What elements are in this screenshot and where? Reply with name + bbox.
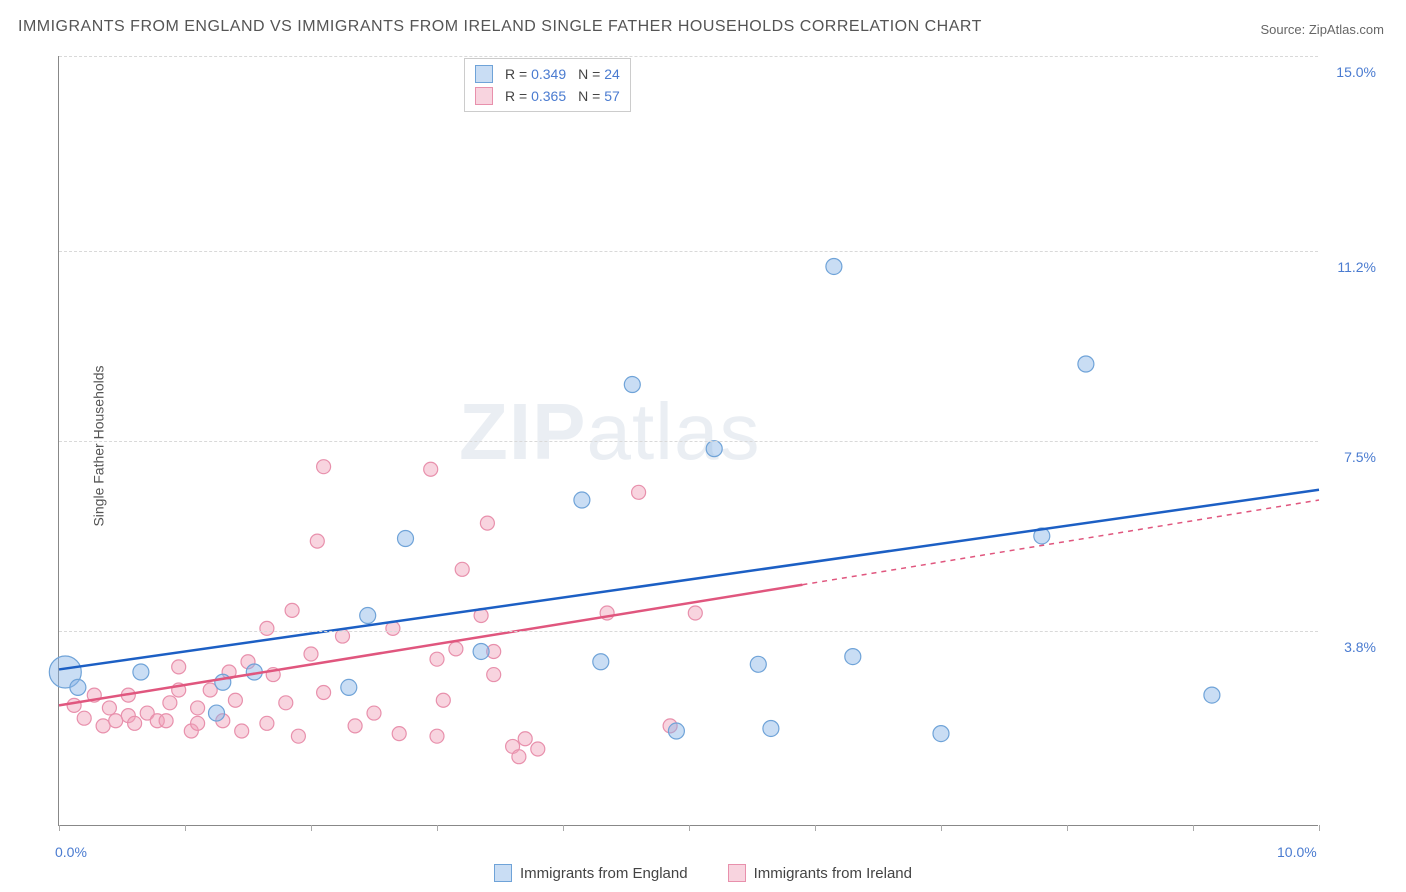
legend-label-england: Immigrants from England xyxy=(520,865,688,882)
r-label: R = xyxy=(505,88,527,104)
legend-label-ireland: Immigrants from Ireland xyxy=(754,865,912,882)
plot-area: ZIPatlas R = 0.349 N = 24 R = 0.365 N = … xyxy=(58,56,1318,826)
n-value-england: 24 xyxy=(604,66,620,82)
source-link[interactable]: ZipAtlas.com xyxy=(1309,22,1384,37)
n-value-ireland: 57 xyxy=(604,88,620,104)
legend-row-england: R = 0.349 N = 24 xyxy=(475,63,620,85)
legend-row-ireland: R = 0.365 N = 57 xyxy=(475,85,620,107)
legend-item-england: Immigrants from England xyxy=(494,864,688,882)
legend-swatch-england xyxy=(494,864,512,882)
n-label: N = xyxy=(578,66,600,82)
legend-item-ireland: Immigrants from Ireland xyxy=(728,864,912,882)
source-prefix: Source: xyxy=(1260,22,1308,37)
r-value-england: 0.349 xyxy=(531,66,566,82)
y-tick-label: 7.5% xyxy=(1344,449,1376,465)
legend-swatch-ireland xyxy=(728,864,746,882)
legend-bottom: Immigrants from England Immigrants from … xyxy=(0,864,1406,882)
x-tick-label: 10.0% xyxy=(1277,844,1317,860)
legend-swatch-ireland xyxy=(475,87,493,105)
legend-swatch-england xyxy=(475,65,493,83)
y-tick-label: 3.8% xyxy=(1344,639,1376,655)
r-value-ireland: 0.365 xyxy=(531,88,566,104)
x-tick-label: 0.0% xyxy=(55,844,87,860)
n-label: N = xyxy=(578,88,600,104)
source-label: Source: ZipAtlas.com xyxy=(1260,22,1384,37)
chart-title: IMMIGRANTS FROM ENGLAND VS IMMIGRANTS FR… xyxy=(18,18,982,36)
y-tick-label: 15.0% xyxy=(1336,64,1376,80)
y-tick-label: 11.2% xyxy=(1337,259,1376,275)
r-label: R = xyxy=(505,66,527,82)
correlation-legend: R = 0.349 N = 24 R = 0.365 N = 57 xyxy=(464,58,631,112)
